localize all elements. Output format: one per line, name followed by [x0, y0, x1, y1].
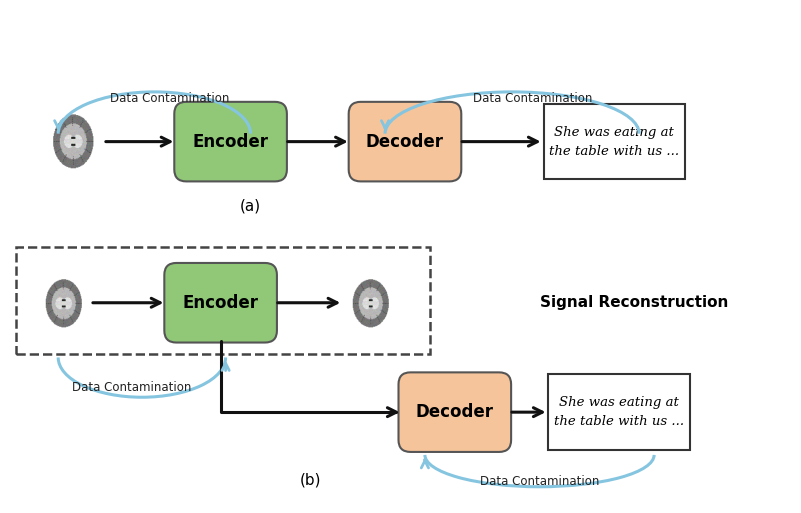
Text: (b): (b)	[300, 472, 321, 487]
Text: Encoder: Encoder	[183, 294, 259, 312]
Text: Decoder: Decoder	[416, 403, 493, 421]
Text: She was eating at
the table with us ...: She was eating at the table with us ...	[549, 126, 679, 157]
FancyBboxPatch shape	[399, 372, 511, 452]
Text: (a): (a)	[240, 199, 261, 214]
FancyBboxPatch shape	[348, 102, 461, 182]
Text: She was eating at
the table with us ...: She was eating at the table with us ...	[554, 396, 684, 428]
Text: Data Contamination: Data Contamination	[110, 92, 229, 105]
Text: Encoder: Encoder	[192, 133, 268, 151]
Text: Data Contamination: Data Contamination	[480, 476, 599, 488]
Text: Data Contamination: Data Contamination	[72, 381, 191, 394]
FancyBboxPatch shape	[549, 374, 690, 450]
Text: Signal Reconstruction: Signal Reconstruction	[540, 295, 728, 310]
FancyBboxPatch shape	[175, 102, 287, 182]
FancyBboxPatch shape	[164, 263, 277, 343]
Text: Data Contamination: Data Contamination	[473, 92, 592, 105]
FancyBboxPatch shape	[544, 104, 685, 180]
Text: Decoder: Decoder	[366, 133, 444, 151]
